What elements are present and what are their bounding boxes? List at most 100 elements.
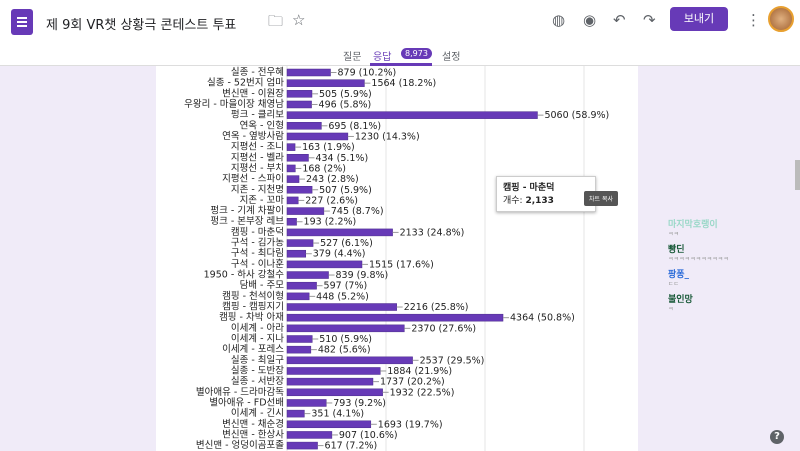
chat-message: ㅋㅋㅋㅋㅋㅋㅋㅋㅋㅋㅋ [668,256,729,263]
data-label: 505 (5.9%) [319,89,372,100]
chart-tooltip: 캠핑 - 마춘덕 개수: 2,133 [496,176,596,212]
category-label: 실종 - 도반장 [231,365,284,376]
data-label: 168 (2%) [302,163,346,174]
tab-responses[interactable]: 응답 [373,52,392,63]
chat-username: 불인망 [668,295,693,305]
category-label: 캠핑 - 천석이형 [222,290,284,302]
bar [286,431,333,439]
chat-message: ㅋㅋ [668,231,680,238]
bar [286,68,331,77]
bar [286,271,329,279]
bar [286,292,310,301]
data-label: 2370 (27.6%) [411,323,476,334]
category-label: 변신맨 - 이원장 [222,88,284,99]
category-label: 이세계 - 포레스 [222,343,284,355]
bar [286,186,313,194]
chat-message: ㅋ [668,306,674,313]
category-label: 펑크 - 기계 차팔이 [210,205,284,217]
category-label: 구석 - 김가농 [231,237,284,249]
category-label: 캠핑 - 차박 아재 [219,311,284,323]
chat-username: 마지막호랭이 [668,220,718,230]
bar [286,239,314,247]
category-label: 펑크 - 클리보 [231,110,284,121]
data-label: 695 (8.1%) [328,121,381,132]
forms-logo-icon[interactable] [11,9,33,35]
bar [286,111,538,119]
tooltip-title: 캠핑 - 마춘덕 [503,183,555,193]
bar [286,228,393,237]
redo-icon[interactable]: ↷ [643,11,656,29]
tab-questions[interactable]: 질문 [343,52,362,63]
data-label: 617 (7.2%) [325,441,378,451]
category-label: 실종 - 52번지 엄마 [207,77,284,89]
data-label: 434 (5.1%) [315,153,368,164]
data-label: 243 (2.8%) [306,174,359,185]
category-label: 연옥 - 인형 [240,120,284,131]
data-label: 4364 (50.8%) [510,313,575,324]
data-label: 2537 (29.5%) [420,355,485,366]
bar [286,217,297,226]
more-options-icon[interactable]: ⋮ [746,11,761,29]
category-label: 구석 - 최다림 [231,247,284,259]
data-label: 907 (10.6%) [339,430,398,441]
form-title[interactable]: 제 9회 VR챗 상황극 콘테스트 투표 [46,18,237,33]
data-label: 1737 (20.2%) [380,377,445,388]
bar [286,377,374,386]
category-label: 지평선 - 조니 [231,142,284,153]
bar [286,420,372,429]
category-label: 지존 - 지천명 [231,184,284,195]
bar-chart: 실종 - 전우혜 879 (10.2%) 실종 - 52번지 엄마 1564 (18.… [184,66,609,451]
bar [286,399,327,407]
data-label: 5060 (58.9%) [544,110,609,121]
bar [286,335,313,343]
category-label: 연옥 - 옆방사람 [222,130,284,142]
preview-eye-icon[interactable]: ◉ [583,11,597,29]
chat-message: ㄷㄷ [668,281,680,288]
category-label: 캠핑 - 마춘덕 [231,226,284,238]
data-label: 793 (9.2%) [333,398,386,409]
bar [286,281,317,290]
data-label: 745 (8.7%) [331,206,384,217]
avatar[interactable] [768,6,794,32]
category-label: 담배 - 주모 [240,279,285,291]
data-label: 1515 (17.6%) [369,259,434,270]
star-icon[interactable]: ☆ [292,11,306,29]
data-label: 507 (5.9%) [319,185,372,196]
tooltip-count: 2,133 [525,196,554,206]
category-label: 이세계 - 긴시 [231,407,284,419]
data-label: 227 (2.6%) [305,195,358,206]
scrollbar[interactable] [795,160,800,190]
data-label: 1230 (14.3%) [355,131,420,142]
undo-icon[interactable]: ↶ [613,11,626,29]
bar [286,367,381,375]
category-label: 실종 - 최일구 [231,355,284,366]
send-button[interactable]: 보내기 [670,7,728,31]
response-count-badge: 8,973 [401,48,432,59]
category-label: 이세계 - 아라 [231,322,284,334]
data-label: 879 (10.2%) [338,68,397,79]
palette-icon[interactable]: ◍ [552,11,566,29]
data-label: 527 (6.1%) [320,238,373,249]
bar [286,313,504,322]
data-label: 597 (7%) [324,281,368,292]
category-label: 캠핑 - 캠핑지기 [222,301,284,313]
bar [286,249,307,258]
bar [286,409,305,418]
data-label: 379 (4.4%) [313,249,366,260]
folder-icon[interactable]: 🗀 [268,12,284,30]
category-label: 우왕리 - 마을이장 채영남 [184,99,284,110]
category-label: 실종 - 서반장 [231,376,284,387]
data-label: 839 (9.8%) [336,270,389,281]
app-header: 제 9회 VR챗 상황극 콘테스트 투표 🗀 ☆ ◍ ◉ ↶ ↷ 보내기 ⋮ 질… [0,0,800,66]
category-label: 지평선 - 부치 [231,162,284,174]
category-label: 구석 - 이나훈 [231,258,284,270]
tab-settings[interactable]: 설정 [442,52,461,63]
bar [286,132,349,141]
help-icon[interactable]: ? [770,430,784,444]
chart-card: 실종 - 전우혜 879 (10.2%) 실종 - 52번지 엄마 1564 (18.… [156,66,638,451]
data-label: 2133 (24.8%) [400,227,465,238]
data-label: 193 (2.2%) [304,217,357,228]
copy-chart-button[interactable]: 차트 복사 [584,191,618,206]
category-label: 별아애유 - 드라마감독 [196,386,284,398]
data-label: 2216 (25.8%) [404,302,469,313]
